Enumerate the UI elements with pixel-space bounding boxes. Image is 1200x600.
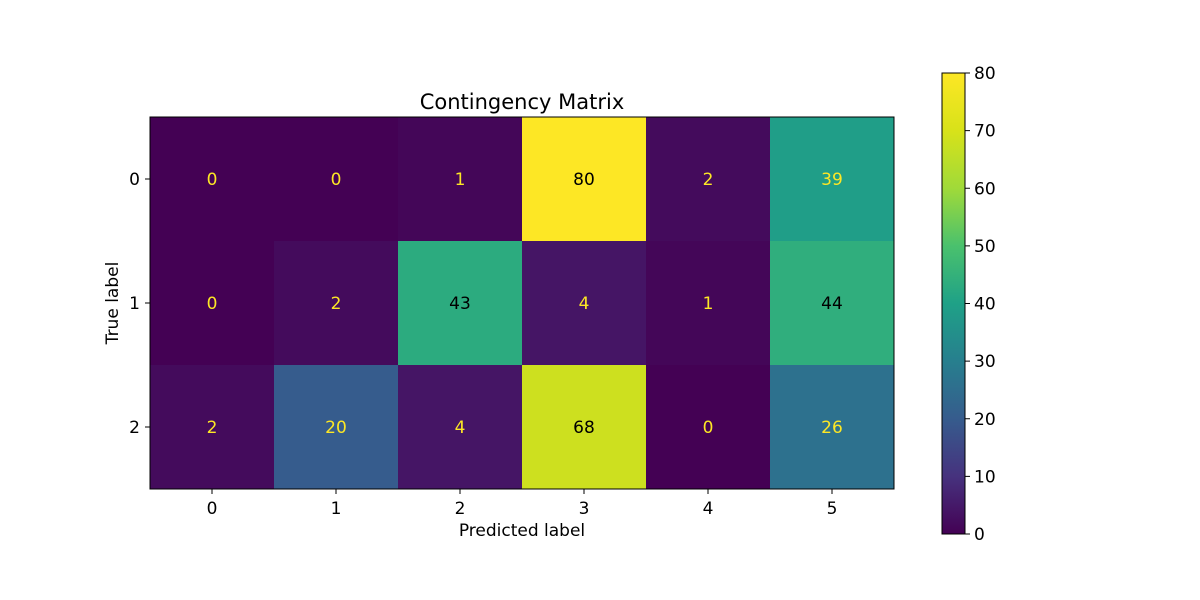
cell-value-label: 39 — [821, 170, 843, 190]
colorbar-tick-label: 40 — [974, 295, 996, 315]
colorbar-tick-label: 20 — [974, 410, 996, 430]
colorbar-tick-label: 50 — [974, 237, 996, 257]
y-axis-label: True label — [103, 262, 123, 346]
heatmap-cell — [150, 241, 275, 366]
x-tick-label: 4 — [703, 499, 714, 519]
colorbar-tick-label: 70 — [974, 122, 996, 142]
cell-value-label: 4 — [455, 418, 466, 438]
heatmap-cell — [522, 241, 647, 366]
cell-value-label: 20 — [325, 418, 347, 438]
cell-value-label: 2 — [703, 170, 714, 190]
heatmap-cell — [646, 365, 771, 490]
cell-value-label: 0 — [331, 170, 342, 190]
heatmap-cell-labels: 0 0 1 80 2 39 0 2 43 4 1 44 2 20 4 68 0 26 — [207, 170, 843, 438]
heatmap-cell — [274, 117, 399, 242]
heatmap-cell — [150, 365, 275, 490]
colorbar-tick-label: 0 — [974, 525, 985, 545]
colorbar — [941, 72, 966, 535]
heatmap-cell — [522, 365, 647, 490]
chart-title: Contingency Matrix — [420, 90, 625, 114]
x-tick-label: 2 — [455, 499, 466, 519]
heatmap-cell — [522, 117, 647, 242]
y-tick-label: 1 — [129, 294, 140, 314]
cell-value-label: 0 — [207, 170, 218, 190]
cell-value-label: 68 — [573, 418, 595, 438]
cell-value-label: 0 — [207, 294, 218, 314]
colorbar-tick-label: 10 — [974, 467, 996, 487]
colorbar-tick-label: 60 — [974, 179, 996, 199]
cell-value-label: 0 — [703, 418, 714, 438]
heatmap-cell — [150, 117, 275, 242]
cell-value-label: 43 — [449, 294, 471, 314]
colorbar-tick-label: 30 — [974, 352, 996, 372]
heatmap-cell — [398, 365, 523, 490]
y-axis-ticks: 0 1 2 — [129, 170, 150, 438]
heatmap-cell — [274, 365, 399, 490]
cell-value-label: 1 — [703, 294, 714, 314]
heatmap-cell — [274, 241, 399, 366]
colorbar-ticks: 0 10 20 30 40 50 60 70 80 — [965, 64, 996, 545]
cell-value-label: 4 — [579, 294, 590, 314]
cell-value-label: 26 — [821, 418, 843, 438]
y-tick-label: 2 — [129, 418, 140, 438]
heatmap-cells — [150, 117, 895, 490]
heatmap-cell — [646, 241, 771, 366]
cell-value-label: 80 — [573, 170, 595, 190]
heatmap-cell — [398, 241, 523, 366]
cell-value-label: 2 — [331, 294, 342, 314]
x-axis-ticks: 0 1 2 3 4 5 — [207, 489, 838, 519]
heatmap-cell — [770, 365, 895, 490]
x-tick-label: 1 — [331, 499, 342, 519]
x-axis-label: Predicted label — [459, 521, 585, 541]
heatmap-cell — [770, 117, 895, 242]
cell-value-label: 2 — [207, 418, 218, 438]
cell-value-label: 1 — [455, 170, 466, 190]
cell-value-label: 44 — [821, 294, 843, 314]
heatmap-cell — [398, 117, 523, 242]
x-tick-label: 0 — [207, 499, 218, 519]
x-tick-label: 5 — [827, 499, 838, 519]
heatmap-cell — [646, 117, 771, 242]
x-tick-label: 3 — [579, 499, 590, 519]
y-tick-label: 0 — [129, 170, 140, 190]
heatmap-cell — [770, 241, 895, 366]
colorbar-tick-label: 80 — [974, 64, 996, 84]
